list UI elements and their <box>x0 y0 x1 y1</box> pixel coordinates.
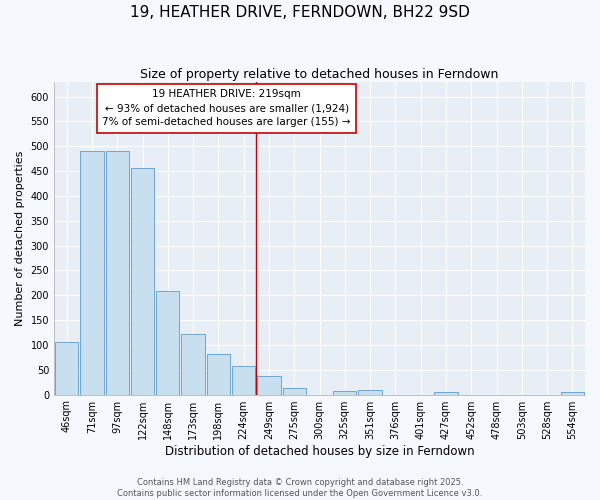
Bar <box>434 392 458 394</box>
Bar <box>207 354 230 395</box>
Bar <box>561 392 584 394</box>
Title: Size of property relative to detached houses in Ferndown: Size of property relative to detached ho… <box>140 68 499 80</box>
Bar <box>333 390 356 394</box>
Y-axis label: Number of detached properties: Number of detached properties <box>15 150 25 326</box>
Text: 19 HEATHER DRIVE: 219sqm
← 93% of detached houses are smaller (1,924)
7% of semi: 19 HEATHER DRIVE: 219sqm ← 93% of detach… <box>103 90 351 128</box>
Text: 19, HEATHER DRIVE, FERNDOWN, BH22 9SD: 19, HEATHER DRIVE, FERNDOWN, BH22 9SD <box>130 5 470 20</box>
Bar <box>131 168 154 394</box>
Bar <box>106 151 129 394</box>
Bar <box>358 390 382 394</box>
Bar <box>156 292 179 395</box>
Bar <box>257 376 281 394</box>
Bar <box>80 151 104 394</box>
Bar <box>181 334 205 394</box>
Bar <box>232 366 256 394</box>
Bar <box>55 342 79 394</box>
X-axis label: Distribution of detached houses by size in Ferndown: Distribution of detached houses by size … <box>165 444 475 458</box>
Bar <box>283 388 306 394</box>
Text: Contains HM Land Registry data © Crown copyright and database right 2025.
Contai: Contains HM Land Registry data © Crown c… <box>118 478 482 498</box>
